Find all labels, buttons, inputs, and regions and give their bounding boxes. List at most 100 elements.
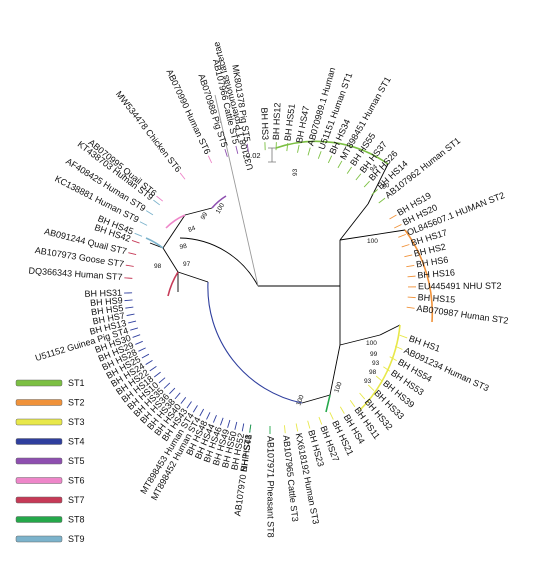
bootstrap-value: 93	[364, 378, 372, 385]
tip-branch	[125, 264, 134, 267]
tip-label: BH HS31	[84, 288, 122, 299]
tip-branch	[246, 143, 249, 152]
tip-branch	[346, 166, 353, 174]
tip-label: DQ366343 Human ST7	[28, 266, 123, 283]
tip-branch	[363, 180, 370, 188]
tip-branch	[283, 425, 286, 434]
bootstrap-value: 98	[154, 263, 162, 270]
tip-branch	[337, 160, 343, 169]
scale-bar: 0.02	[246, 147, 276, 163]
tip-branch	[375, 375, 383, 382]
tip-branch	[404, 254, 413, 258]
bootstrap-value: 100	[215, 202, 227, 215]
tip-branch	[139, 221, 148, 226]
tip-branch	[219, 417, 224, 426]
tip-label: BH HS6	[415, 255, 449, 270]
tip-branch	[235, 145, 239, 154]
bootstrap-value: 98	[369, 369, 377, 376]
tip-label: EU445491 NHU ST2	[418, 281, 502, 292]
legend-swatch	[15, 438, 63, 445]
tip-branch	[128, 252, 137, 256]
tip-label: AB107971 Pheasant ST8	[266, 436, 276, 538]
tip-branch	[212, 415, 217, 423]
bootstrap-value: 100	[367, 238, 378, 245]
bootstrap-value: 100	[295, 394, 305, 407]
tip-branch	[156, 195, 164, 202]
legend-label: ST9	[68, 534, 85, 544]
tip-branch	[307, 147, 311, 156]
tip-label: BH HS3	[259, 107, 270, 140]
bootstrap-value: 94	[369, 163, 379, 173]
tip-branch	[318, 416, 323, 425]
tip-branch	[371, 189, 378, 196]
tip-label: BH HS12	[271, 102, 283, 140]
tip-branch	[407, 296, 416, 299]
tip-branch	[131, 240, 140, 244]
bootstrap-value: 97	[183, 261, 191, 268]
tip-branch	[126, 313, 135, 317]
tip-branch	[192, 405, 198, 413]
tip-branch	[128, 320, 137, 324]
legend-label: ST2	[68, 398, 85, 408]
bootstrap-value: 99	[370, 351, 378, 358]
tip-branch	[389, 214, 397, 220]
legend-swatch	[15, 535, 63, 543]
tip-branch	[153, 371, 161, 378]
tip-label: BH HS16	[417, 267, 455, 280]
bootstrap-value: 98	[179, 243, 188, 251]
tip-label: AB070987 Human ST2	[416, 303, 509, 326]
legend-swatch	[15, 418, 63, 426]
bootstrap-value: 100	[333, 381, 343, 394]
tip-branch	[327, 155, 333, 164]
legend-swatch	[15, 477, 63, 484]
tip-branch	[399, 334, 408, 339]
tip-branch	[241, 423, 245, 432]
tip-branch	[329, 412, 334, 420]
tip-branch	[394, 224, 402, 229]
tip-branch	[383, 366, 391, 372]
tip-branch	[234, 421, 238, 430]
tip-branch	[206, 412, 211, 420]
tip-branch	[149, 365, 157, 372]
tip-branch	[145, 359, 153, 365]
bootstrap-value: 93	[372, 360, 380, 367]
tip-branch	[125, 306, 134, 309]
tip-branch	[317, 151, 322, 159]
legend-label: ST4	[68, 437, 85, 447]
bootstrap-value: 84	[187, 225, 197, 234]
tip-branch	[224, 149, 228, 157]
bootstrap-value: 100	[366, 340, 377, 347]
tip-branch	[339, 406, 345, 414]
clade-arcs	[145, 140, 434, 413]
tip-branch	[145, 210, 154, 216]
tip-label: BH HS5	[90, 303, 124, 317]
tip-label: MW534478 Chicken ST6	[114, 89, 183, 174]
tip-branch	[180, 397, 187, 404]
tip-branch	[207, 155, 213, 164]
tip-branch	[378, 197, 386, 204]
tip-branch	[124, 299, 133, 302]
tip-branch	[158, 377, 166, 384]
legend-label: ST8	[68, 515, 85, 525]
legend-label: ST6	[68, 476, 85, 486]
tip-branch	[406, 264, 415, 268]
legend-swatch	[15, 516, 63, 523]
tip-branch	[286, 143, 289, 152]
tip-branch	[135, 340, 143, 345]
tip-branch	[359, 392, 366, 400]
tip-label: BH HS9	[90, 295, 123, 308]
legend-label: ST5	[68, 456, 85, 466]
tip-branch	[141, 353, 150, 359]
tip-branch	[132, 334, 141, 338]
tip-label: BH HS15	[417, 292, 455, 304]
tip-branch	[401, 244, 410, 248]
tip-branch	[227, 419, 231, 428]
tip-branch	[179, 172, 186, 180]
bootstrap-value: 90	[381, 182, 391, 191]
tip-label: BH HS51	[282, 103, 296, 141]
legend-label: ST7	[68, 495, 85, 505]
legend-swatch	[15, 496, 63, 504]
